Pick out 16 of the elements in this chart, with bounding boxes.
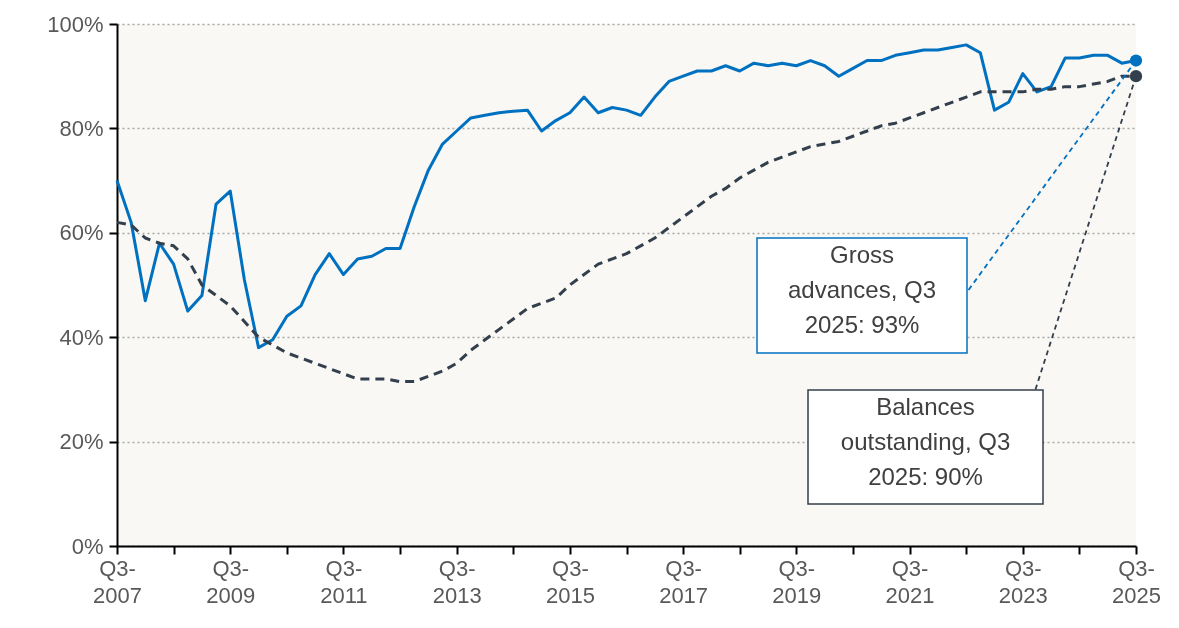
x-tick-label: Q3-2021 — [885, 555, 935, 608]
annotation: Gross advances, Q3 2025: 93% — [787, 241, 937, 338]
y-tick-label: 60% — [59, 220, 104, 246]
x-tick-label: Q3-2023 — [998, 555, 1048, 608]
x-tick-label: Q3-2025 — [1112, 555, 1161, 608]
x-tick-label: Q3-2017 — [659, 555, 709, 608]
y-tick-label: 40% — [59, 324, 104, 350]
y-tick-label: 80% — [59, 115, 104, 141]
x-tick-label: Q3-2013 — [432, 555, 482, 608]
y-tick-label: 100% — [47, 11, 104, 37]
x-tick-label: Q3-2011 — [320, 555, 368, 608]
y-tick-label: 20% — [59, 429, 104, 455]
x-tick-label: Q3-2009 — [206, 555, 256, 608]
x-tick-label: Q3-2015 — [545, 555, 595, 608]
x-tick-label: Q3-2019 — [772, 555, 822, 608]
annotation: Balances outstanding, Q3 2025: 90% — [840, 393, 1011, 490]
